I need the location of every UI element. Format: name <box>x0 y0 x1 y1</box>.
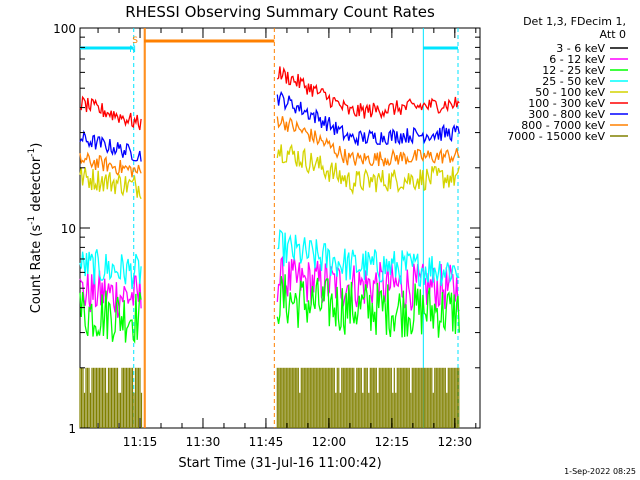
legend-label: 300 - 800 keV <box>528 108 605 121</box>
legend-label: 6 - 12 keV <box>549 53 605 66</box>
series-line <box>79 129 142 162</box>
flag-layer: SN <box>80 28 459 428</box>
legend-entry: 25 - 50 keV <box>542 75 628 88</box>
legend-entry: 12 - 25 keV <box>542 64 628 77</box>
series-7000-to-15000kev <box>79 367 460 428</box>
x-tick-label: 12:15 <box>375 435 410 449</box>
series-line <box>276 90 460 146</box>
series-line <box>276 255 460 312</box>
legend-label: 100 - 300 keV <box>528 97 605 110</box>
legend-entry: 300 - 800 keV <box>528 108 628 121</box>
legend-title: Det 1,3, FDecim 1, <box>523 15 626 28</box>
y-axis-label-part: ) <box>29 143 44 148</box>
series-line <box>276 143 460 196</box>
series-12-to-25kev <box>79 274 460 344</box>
x-tick-label: 11:45 <box>249 435 284 449</box>
series-line <box>79 249 142 290</box>
chart-title: RHESSI Observing Summary Count Rates <box>125 3 435 21</box>
series-line <box>79 151 142 178</box>
axes-layer: 1 10 100 11:15 11:30 11:45 12:00 12:15 12:30 <box>53 22 480 449</box>
series-line <box>79 167 142 200</box>
series-line <box>79 95 142 131</box>
y-axis-label-sup: -1 <box>27 148 37 157</box>
legend-label: 25 - 50 keV <box>542 75 605 88</box>
series-line <box>79 269 142 318</box>
y-axis-label-sup: -1 <box>27 216 37 225</box>
y-tick-label: 1 <box>68 422 76 436</box>
legend-entry: 50 - 100 keV <box>535 86 628 99</box>
x-tick-label: 12:30 <box>438 435 473 449</box>
series-300-to-800kev <box>79 90 460 162</box>
legend-label: 50 - 100 keV <box>535 86 605 99</box>
series-100-to-300kev <box>79 66 460 131</box>
series-line <box>79 290 142 344</box>
legend-entry: 6 - 12 keV <box>549 53 628 66</box>
series-line <box>277 229 460 287</box>
legend-label: 7000 - 15000 keV <box>507 130 605 143</box>
y-axis-label-part: Count Rate (s <box>29 225 44 314</box>
legend-entry: 7000 - 15000 keV <box>507 130 628 143</box>
series-line <box>276 274 460 338</box>
series-line <box>276 116 460 167</box>
y-axis-label-part: detector <box>29 156 44 216</box>
series-line <box>276 66 460 120</box>
legend-label: 12 - 25 keV <box>542 64 605 77</box>
legend-label: 800 - 7000 keV <box>521 119 605 132</box>
legend-entry: 800 - 7000 keV <box>521 119 628 132</box>
y-tick-label: 100 <box>53 22 76 36</box>
series-800-to-7000kev <box>79 116 460 178</box>
x-tick-label: 11:15 <box>123 435 158 449</box>
footer-timestamp: 1-Sep-2022 08:25 <box>564 467 636 476</box>
legend-title: Att 0 <box>600 28 626 41</box>
series-50-to-100kev <box>79 143 460 200</box>
legend-entry: 3 - 6 keV <box>556 42 628 55</box>
series-25-to-50kev <box>79 229 460 290</box>
x-tick-label: 12:00 <box>312 435 347 449</box>
legend-entry: 100 - 300 keV <box>528 97 628 110</box>
x-tick-label: 11:30 <box>186 435 221 449</box>
series-layer <box>79 66 460 428</box>
x-axis-label: Start Time (31-Jul-16 11:00:42) <box>178 456 381 471</box>
y-tick-label: 10 <box>61 222 76 236</box>
night-flag-label: N <box>129 45 136 55</box>
saa-flag-label: S <box>132 36 138 46</box>
y-axis-label: Count Rate (s-1 detector-1) <box>27 143 44 314</box>
legend-label: 3 - 6 keV <box>556 42 605 55</box>
series-6-to-12kev <box>79 255 460 318</box>
